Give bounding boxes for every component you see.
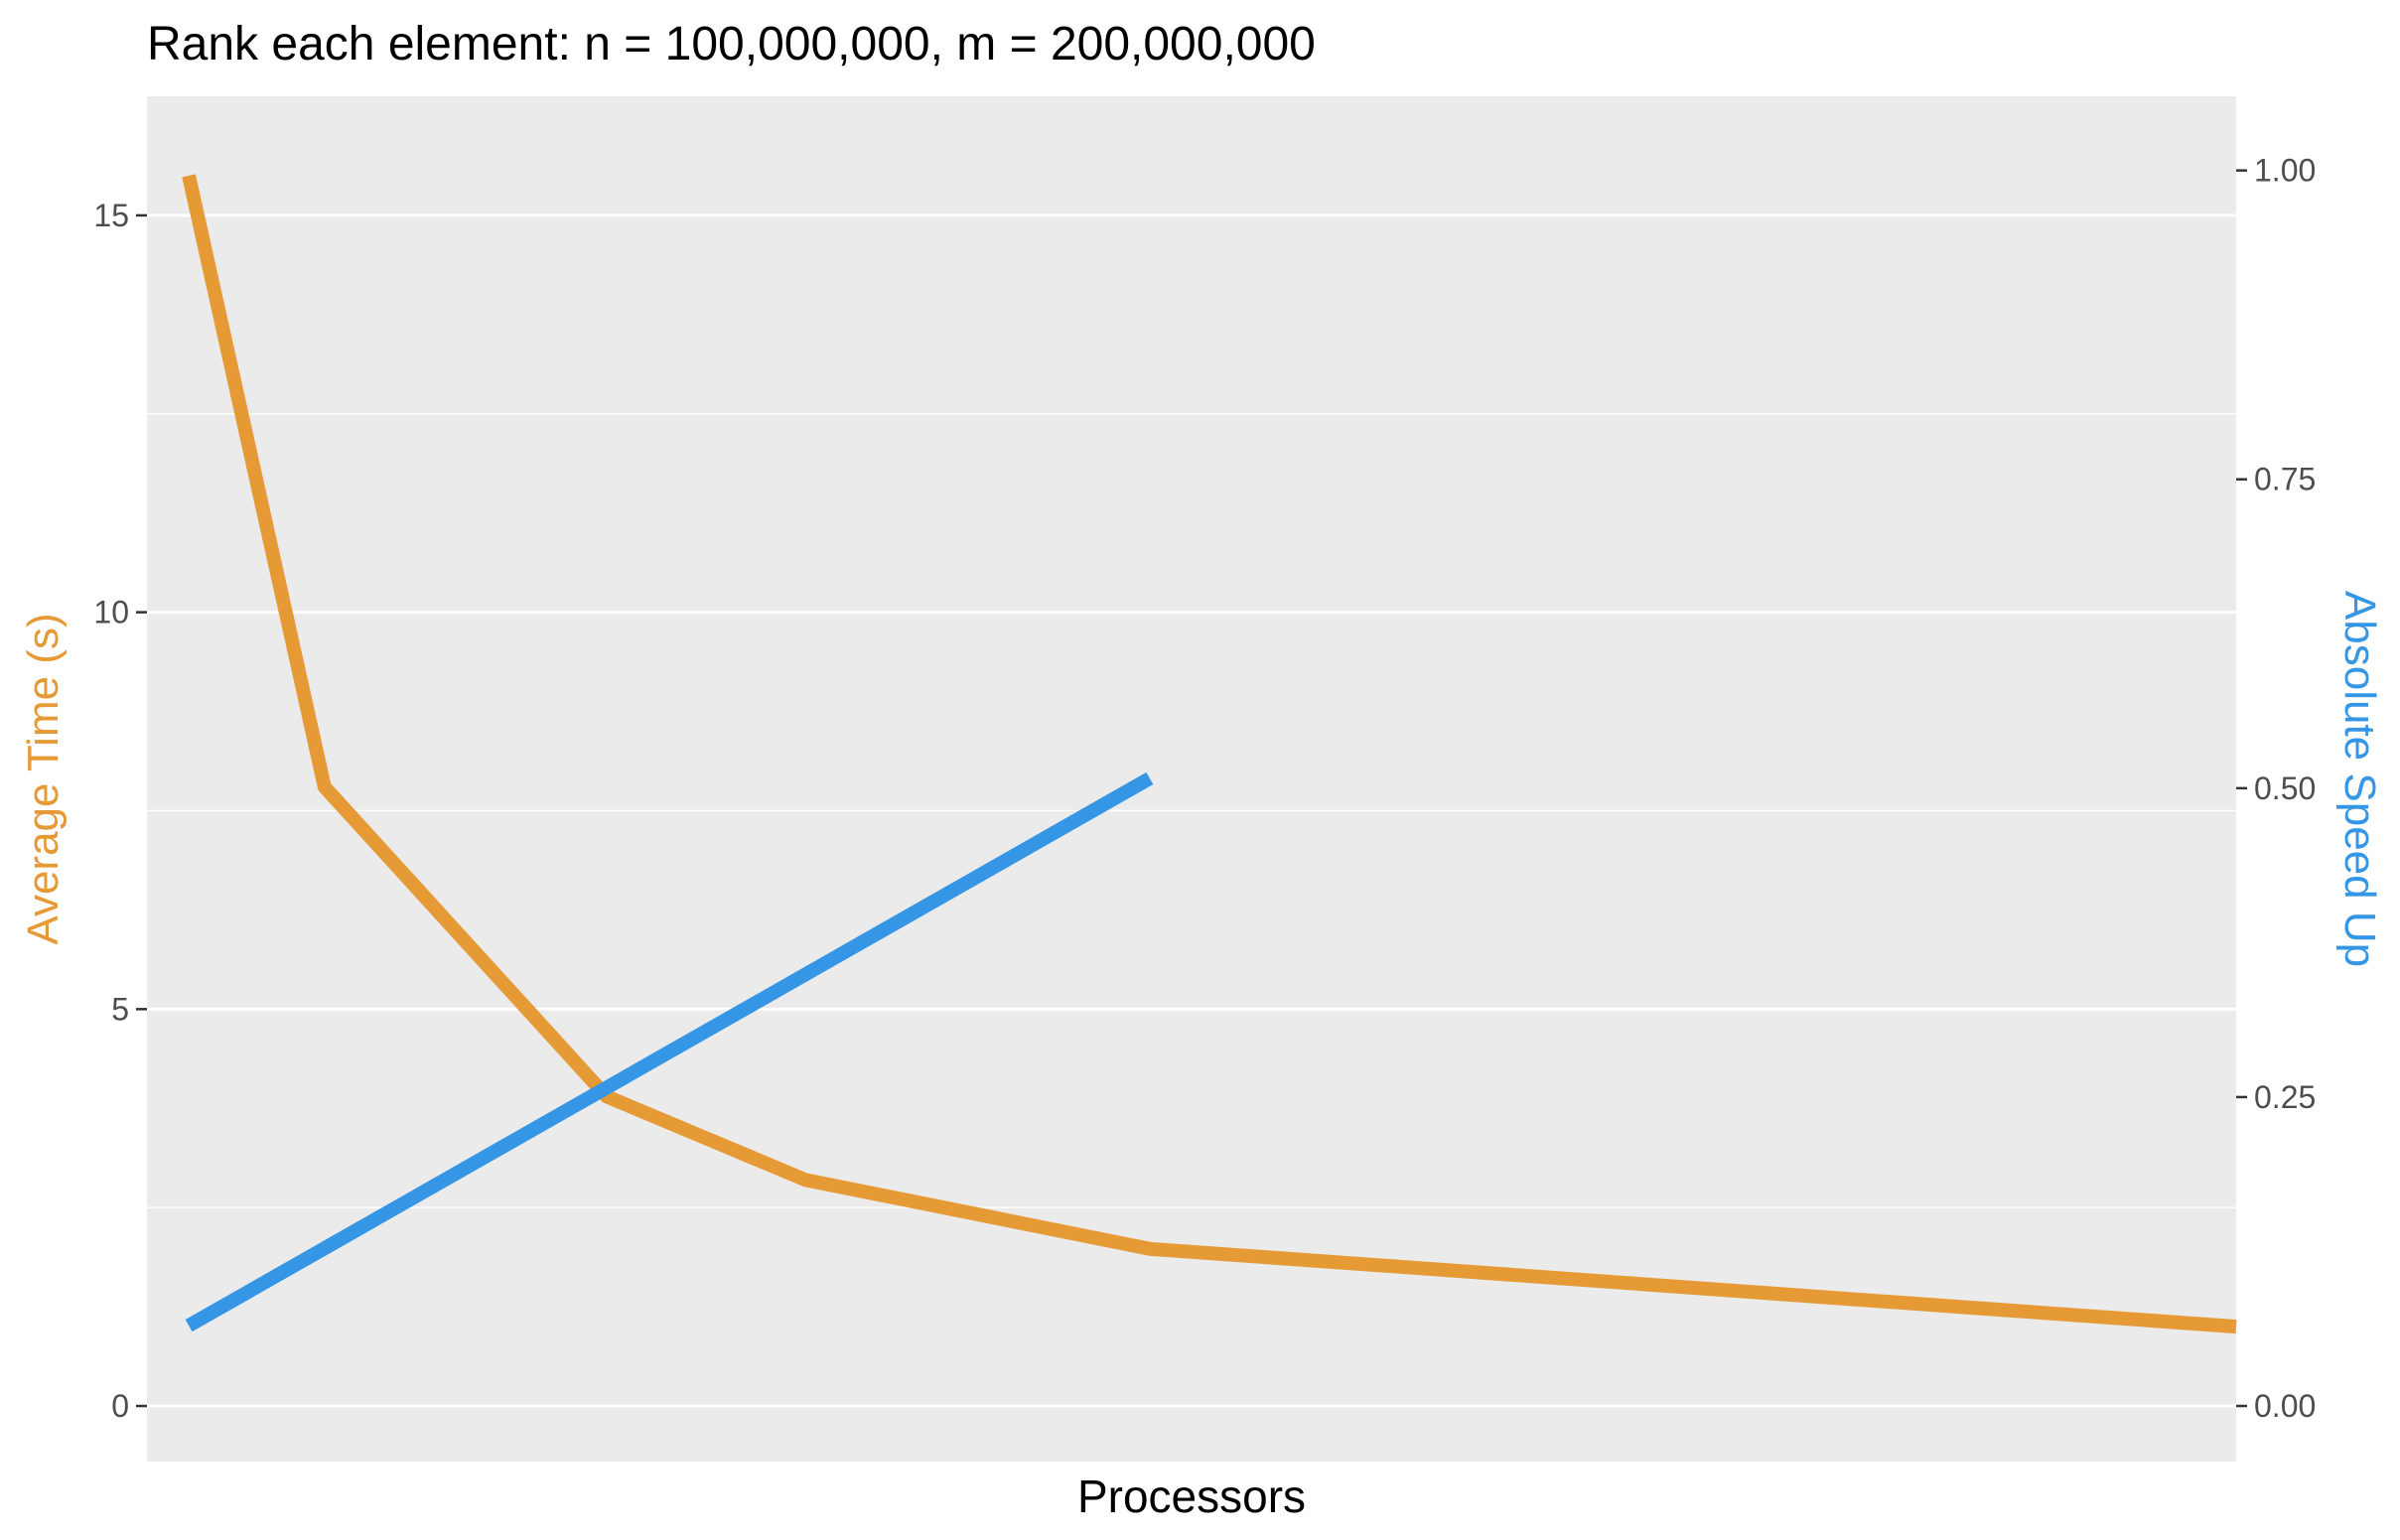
left-tick-label: 0: [111, 1388, 129, 1424]
left-tick-label: 10: [93, 595, 129, 630]
plot-panel: [147, 96, 2236, 1462]
x-axis-title: Processors: [1077, 1470, 1306, 1522]
time-line: [182, 174, 2237, 1334]
left-tick-label: 15: [93, 198, 129, 233]
speedup-line: [185, 771, 1154, 1332]
left-tick-label: 5: [111, 991, 129, 1027]
series-lines: [182, 174, 2237, 1334]
right-tick-label: 0.00: [2254, 1388, 2316, 1424]
right-tick-label: 0.50: [2254, 770, 2316, 806]
y-axis-left-title: Average Time (s): [19, 613, 68, 944]
chart-title: Rank each element: n = 100,000,000, m = …: [147, 18, 1316, 70]
right-y-axis: 0.00 0.25 0.50 0.75 1.00: [2236, 153, 2316, 1424]
right-tick-label: 0.25: [2254, 1079, 2316, 1115]
grid-lines: [147, 213, 2236, 1408]
right-tick-label: 0.75: [2254, 462, 2316, 497]
right-tick-label: 1.00: [2254, 153, 2316, 189]
y-axis-right-title: Absolute Speed Up: [2335, 591, 2384, 967]
left-y-axis: 0 5 10 15: [93, 198, 147, 1424]
